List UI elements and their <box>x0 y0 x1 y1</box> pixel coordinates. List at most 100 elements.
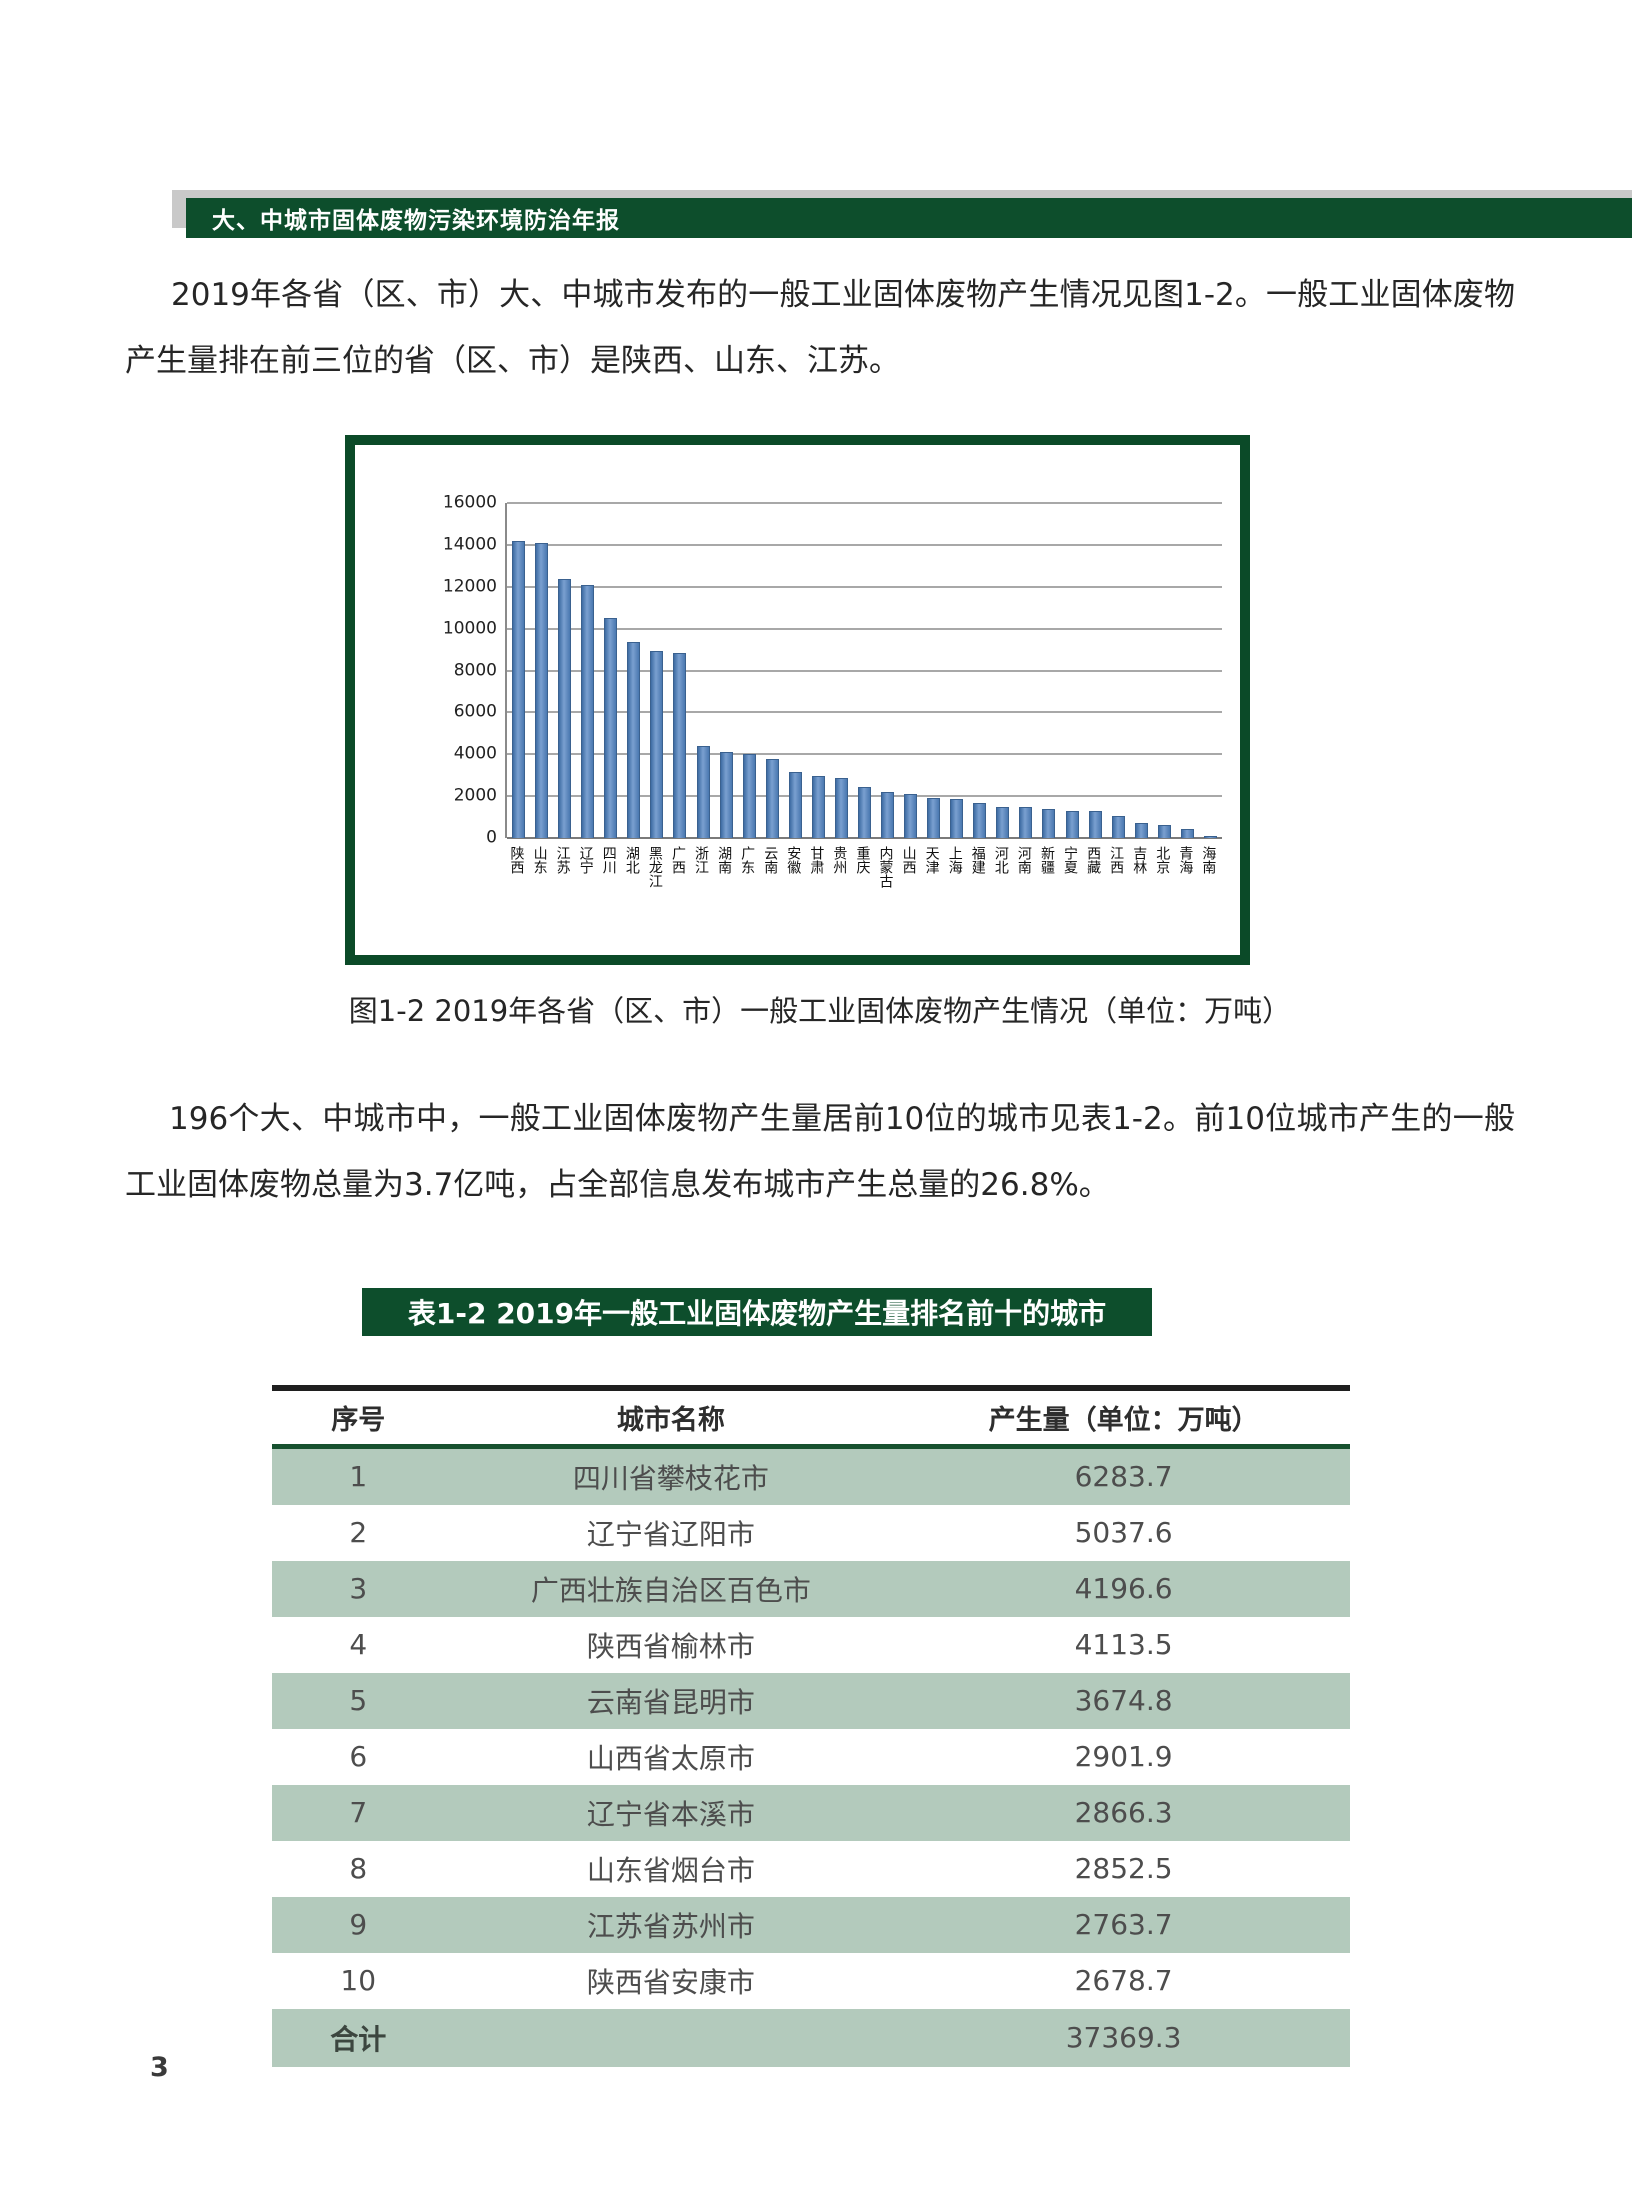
total-city-cell <box>444 2009 897 2067</box>
x-label-slot: 广东 <box>736 842 759 874</box>
bar-安徽 <box>788 772 802 838</box>
y-tick-label: 4000 <box>453 743 497 764</box>
x-tick-label: 内蒙古 <box>877 846 894 888</box>
x-label-slot: 河南 <box>1012 842 1035 874</box>
x-tick-label: 北京 <box>1154 846 1171 874</box>
x-label-slot: 四川 <box>597 842 620 874</box>
x-label-slot: 广西 <box>666 842 689 874</box>
bar-云南 <box>765 759 779 838</box>
rank-cell: 8 <box>349 1852 368 1885</box>
x-tick-label: 江西 <box>1108 846 1125 874</box>
bar-slot <box>599 503 622 838</box>
rank-cell: 1 <box>349 1460 368 1493</box>
bar-上海 <box>950 799 964 838</box>
bar-山东 <box>535 542 549 838</box>
bar-slot <box>715 503 738 838</box>
x-label-slot: 山西 <box>897 842 920 874</box>
value-cell: 3674.8 <box>1074 1684 1173 1717</box>
gridline <box>507 543 1222 546</box>
bar-slot <box>645 503 668 838</box>
rank-cell: 4 <box>349 1628 368 1661</box>
x-tick-label: 上海 <box>946 846 963 874</box>
gridline <box>507 711 1222 714</box>
bar-陕西 <box>512 540 526 838</box>
bar-slot <box>807 503 830 838</box>
table-row: 2 辽宁省辽阳市 5037.6 <box>272 1504 1350 1561</box>
x-label-slot: 天津 <box>920 842 943 874</box>
x-tick-label: 山东 <box>531 846 548 874</box>
x-tick-label: 海南 <box>1200 846 1217 874</box>
x-label-slot: 辽宁 <box>574 842 597 874</box>
x-label-slot: 甘肃 <box>805 842 828 874</box>
bar-广西 <box>673 652 687 838</box>
bar-slot <box>899 503 922 838</box>
x-axis-line <box>507 837 1222 839</box>
city-cell: 山西省太原市 <box>586 1741 755 1775</box>
x-tick-label: 山西 <box>900 846 917 874</box>
bar-slot <box>968 503 991 838</box>
bar-slot <box>761 503 784 838</box>
bar-slot <box>991 503 1014 838</box>
bar-slot <box>1084 503 1107 838</box>
bar-chart: 0 2000 4000 6000 8000 10000 12000 14000 16000 陕西… <box>355 445 1240 955</box>
x-tick-label: 江苏 <box>554 846 571 874</box>
figure-caption: 图1-2 2019年各省（区、市）一般工业固体废物产生情况（单位：万吨） <box>348 994 1292 1028</box>
bar-广东 <box>742 754 756 838</box>
x-tick-label: 吉林 <box>1131 846 1148 874</box>
y-tick-label: 16000 <box>442 492 497 513</box>
city-cell: 四川省攀枝花市 <box>572 1461 769 1495</box>
bar-吉林 <box>1134 823 1148 838</box>
x-label-slot: 山东 <box>528 842 551 874</box>
bar-slot <box>507 503 530 838</box>
paragraph-intro: 2019年各省（区、市）大、中城市发布的一般工业固体废物产生情况见图1-2。一般… <box>125 277 1515 379</box>
report-header-title: 大、中城市固体废物污染环境防治年报 <box>212 208 620 234</box>
bar-宁夏 <box>1065 810 1079 838</box>
bar-新疆 <box>1042 808 1056 838</box>
table-total-row: 合计 37369.3 <box>272 2008 1350 2067</box>
x-label-slot: 西藏 <box>1082 842 1105 874</box>
page-number: 3 <box>150 2052 169 2083</box>
x-tick-label: 云南 <box>762 846 779 874</box>
x-label-slot: 河北 <box>989 842 1012 874</box>
bar-slot <box>1199 503 1222 838</box>
paragraph-table-intro: 196个大、中城市中，一般工业固体废物产生量居前10位的城市见表1-2。前10位… <box>125 1101 1515 1203</box>
y-tick-label: 2000 <box>453 785 497 806</box>
bar-青海 <box>1180 829 1194 838</box>
x-tick-label: 宁夏 <box>1062 846 1079 874</box>
bar-slot <box>922 503 945 838</box>
bar-slot <box>576 503 599 838</box>
x-tick-label: 河南 <box>1015 846 1032 874</box>
city-cell: 陕西省榆林市 <box>586 1629 755 1663</box>
x-tick-label: 天津 <box>923 846 940 874</box>
bar-slot <box>1107 503 1130 838</box>
x-label-slot: 北京 <box>1151 842 1174 874</box>
bar-海南 <box>1203 836 1217 838</box>
rank-cell: 3 <box>349 1572 368 1605</box>
bar-湖北 <box>627 642 641 838</box>
x-label-slot: 福建 <box>966 842 989 874</box>
bar-slot <box>853 503 876 838</box>
gridline <box>507 502 1222 504</box>
x-tick-label: 广西 <box>669 846 686 874</box>
bar-slot <box>1061 503 1084 838</box>
x-label-slot: 江西 <box>1105 842 1128 874</box>
x-label-slot: 贵州 <box>828 842 851 874</box>
x-tick-label: 甘肃 <box>808 846 825 874</box>
table-row: 10 陕西省安康市 2678.7 <box>272 1952 1350 2009</box>
x-tick-label: 黑龙江 <box>646 846 663 888</box>
x-tick-label: 重庆 <box>854 846 871 874</box>
x-tick-label: 福建 <box>969 846 986 874</box>
bar-slot <box>830 503 853 838</box>
gridline <box>507 627 1222 630</box>
rank-cell: 6 <box>349 1740 368 1773</box>
bar-slot <box>1153 503 1176 838</box>
bar-重庆 <box>857 786 871 838</box>
x-label-slot: 云南 <box>759 842 782 874</box>
table-row: 4 陕西省榆林市 4113.5 <box>272 1616 1350 1673</box>
rank-cell: 7 <box>349 1796 368 1829</box>
x-label-slot: 安徽 <box>782 842 805 874</box>
bar-slot <box>1176 503 1199 838</box>
x-label-slot: 浙江 <box>690 842 713 874</box>
y-tick-label: 14000 <box>442 534 497 555</box>
x-tick-label: 浙江 <box>693 846 710 874</box>
